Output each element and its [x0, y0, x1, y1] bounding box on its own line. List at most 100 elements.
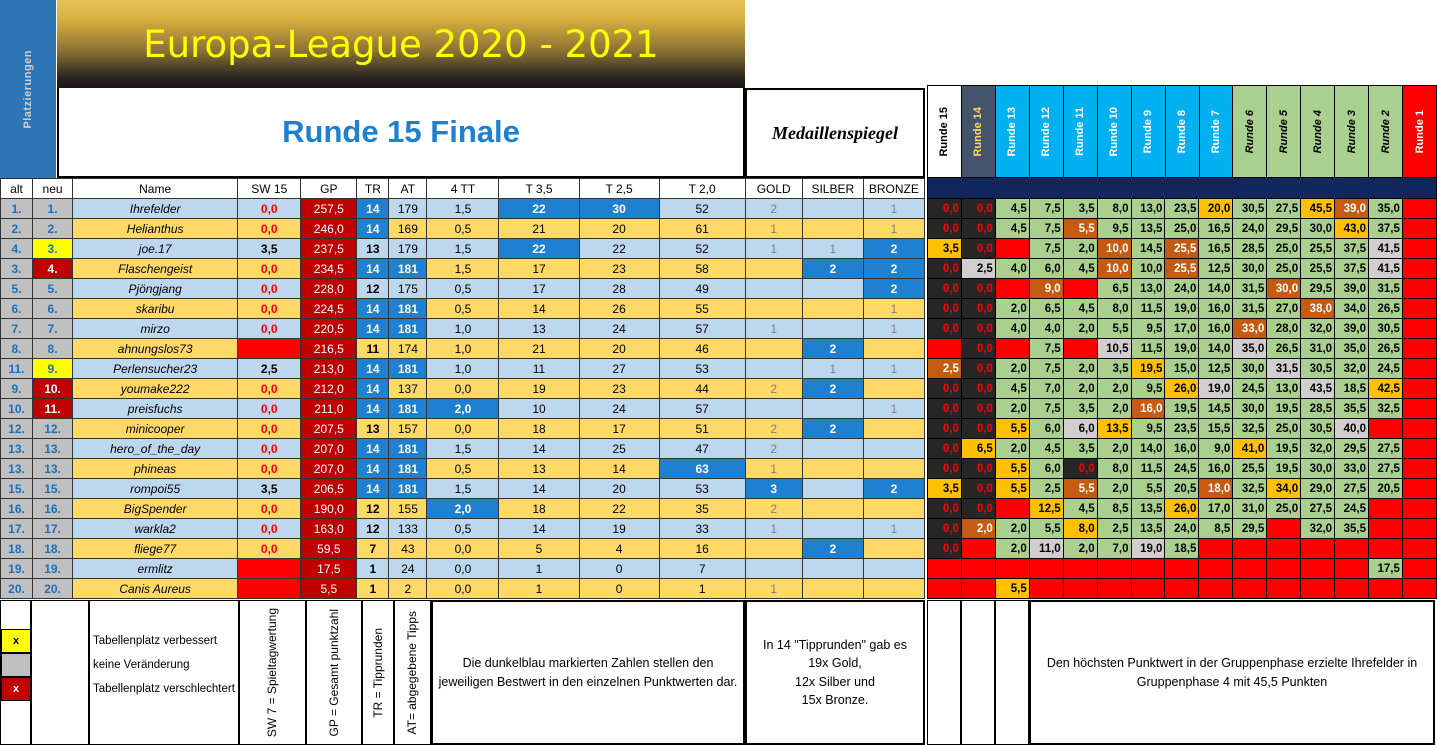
cell-name: rompoi55 [72, 478, 239, 499]
cell-t25: 19 [578, 518, 660, 539]
rounds-grid-cell: 5,5 [994, 418, 1030, 439]
rounds-grid-cell: 0,0 [960, 338, 996, 359]
cell-gp: 163,0 [300, 518, 358, 539]
rounds-grid-cell: 33,0 [1334, 458, 1369, 479]
cell-tr: 12 [356, 278, 390, 299]
cell-sw: 3,5 [237, 238, 302, 259]
cell-name: skaribu [72, 298, 239, 319]
cell-neu: 11. [32, 398, 74, 419]
cell-t35: 22 [498, 198, 580, 219]
rounds-grid-cell: 3,5 [1062, 198, 1098, 219]
cell-tr: 1 [356, 578, 390, 599]
rounds-grid-cell: 35,5 [1334, 518, 1369, 539]
round-header-11: Runde 11 [1063, 86, 1098, 177]
cell-4tt: 0,5 [426, 518, 500, 539]
rounds-grid-cell: 13,5 [1130, 218, 1166, 239]
note-highest-score: Den höchsten Punktwert in der Gruppenpha… [1029, 600, 1435, 745]
cell-bronze [862, 338, 926, 359]
cell-alt: 15. [0, 478, 34, 499]
table-row: 15. 15. rompoi55 3,5 206,5 14 181 1,5 14 20 53 3 2 [0, 478, 926, 499]
rounds-grid-cell [1367, 418, 1403, 439]
round-header-7: Runde 7 [1199, 86, 1234, 177]
rounds-grid-cell: 17,0 [1198, 498, 1234, 519]
rounds-grid-cell: 8,5 [1096, 498, 1132, 519]
cell-4tt: 0,5 [426, 298, 500, 319]
cell-sw: 0,0 [237, 218, 302, 239]
rounds-grid-cell: 7,5 [1028, 398, 1064, 419]
round-header-10: Runde 10 [1097, 86, 1132, 177]
cell-bronze [862, 578, 926, 599]
legend-area: x x Tabellenplatz verbessert keine Verän… [0, 600, 1437, 745]
rounds-points-grid: 0,0 0,0 4,5 7,5 3,5 8,0 13,0 23,5 20,0 30,5 27,5 45… [927, 198, 1437, 599]
rounds-grid-cell: 25,5 [1164, 258, 1200, 279]
rounds-grid-cell: 7,0 [1028, 378, 1064, 399]
cell-gold [744, 338, 803, 359]
cell-alt: 13. [0, 458, 34, 479]
rounds-grid-cell: 10,0 [1096, 238, 1132, 259]
cell-gold [744, 358, 803, 379]
rounds-grid-cell: 26,5 [1266, 338, 1302, 359]
rounds-grid-row: 0,0 0,0 4,0 4,0 2,0 5,5 9,5 17,0 16,0 33,0 28,0 32,… [927, 318, 1437, 339]
col-name: Name [72, 178, 239, 199]
cell-neu: 13. [32, 458, 74, 479]
rounds-grid-cell [1401, 518, 1437, 539]
rounds-grid-row: 0,0 2,0 2,0 5,5 8,0 2,5 13,5 24,0 8,5 29,5 32,0 35,… [927, 518, 1437, 539]
cell-alt: 3. [0, 258, 34, 279]
rounds-grid-cell: 2,0 [1096, 378, 1132, 399]
cell-sw [237, 578, 302, 599]
cell-tr: 14 [356, 458, 390, 479]
col-tr: TR [356, 178, 390, 199]
rounds-grid-cell: 32,0 [1300, 318, 1336, 339]
rounds-grid-cell: 24,0 [1164, 518, 1200, 539]
cell-tr: 13 [356, 418, 390, 439]
rounds-grid-cell [1401, 538, 1437, 559]
cell-neu: 7. [32, 318, 74, 339]
rounds-grid-cell: 4,5 [1028, 438, 1064, 459]
cell-t35: 1 [498, 578, 580, 599]
cell-alt: 10. [0, 398, 34, 419]
rounds-grid-cell: 19,0 [1198, 378, 1234, 399]
rounds-grid-cell [994, 558, 1030, 579]
rounds-grid-cell: 0,0 [960, 358, 996, 379]
rounds-grid-cell: 17,0 [1164, 318, 1200, 339]
cell-name: ermlitz [72, 558, 239, 579]
cell-t20: 57 [658, 398, 746, 419]
rounds-grid-cell: 43,5 [1300, 378, 1336, 399]
cell-silber [801, 558, 864, 579]
rounds-grid-cell: 28,0 [1266, 318, 1302, 339]
rounds-grid-row: 3,5 0,0 5,5 2,5 5,5 2,0 5,5 20,5 18,0 32,5 34,0 29,… [927, 478, 1437, 499]
cell-t25: 0 [578, 558, 660, 579]
rounds-grid-cell: 6,0 [1028, 258, 1064, 279]
cell-4tt: 1,5 [426, 198, 500, 219]
abbr-sw-label: SW 7 = Spieltagwertung [265, 607, 279, 738]
cell-bronze [862, 558, 926, 579]
col-gp: GP [300, 178, 358, 199]
rounds-grid-cell [994, 338, 1030, 359]
rounds-grid-cell: 30,0 [1232, 258, 1268, 279]
rounds-grid-cell: 0,0 [927, 318, 962, 339]
table-row: 4. 3. joe.17 3,5 237,5 13 179 1,5 22 22 52 1 1 2 [0, 238, 926, 259]
rounds-grid-cell: 14,0 [1130, 438, 1166, 459]
table-row: 9. 10. youmake222 0,0 212,0 14 137 0,0 19 23 44 2 2 [0, 378, 926, 399]
rounds-grid-cell: 2,0 [994, 538, 1030, 559]
rounds-grid-cell: 0,0 [927, 378, 962, 399]
rounds-grid-cell: 2,0 [994, 518, 1030, 539]
rounds-grid-cell: 34,0 [1266, 478, 1302, 499]
rounds-grid-cell: 6,5 [960, 438, 996, 459]
round-header-8: Runde 8 [1165, 86, 1200, 177]
rounds-grid-cell: 33,0 [1232, 318, 1268, 339]
rounds-grid-cell: 6,0 [1062, 418, 1098, 439]
cell-t35: 13 [498, 318, 580, 339]
rounds-grid-cell [960, 578, 996, 599]
rounds-grid-cell: 2,0 [994, 398, 1030, 419]
rounds-grid-cell: 0,0 [960, 498, 996, 519]
rounds-grid-cell: 0,0 [1062, 458, 1098, 479]
rounds-grid-row: 0,0 7,5 10,5 11,5 19,0 14,0 35,0 26,5 31,0 35,0 26… [927, 338, 1437, 359]
cell-gold: 1 [744, 518, 803, 539]
round-header-label: Runde 2 [1379, 109, 1392, 154]
rounds-grid-row: 0,0 0,0 5,5 6,0 6,0 13,5 9,5 23,5 15,5 32,5 25,0 30… [927, 418, 1437, 439]
rounds-grid-cell: 2,0 [1096, 478, 1132, 499]
cell-alt: 4. [0, 238, 34, 259]
col-t20: T 2,0 [658, 178, 746, 199]
cell-tr: 14 [356, 198, 390, 219]
